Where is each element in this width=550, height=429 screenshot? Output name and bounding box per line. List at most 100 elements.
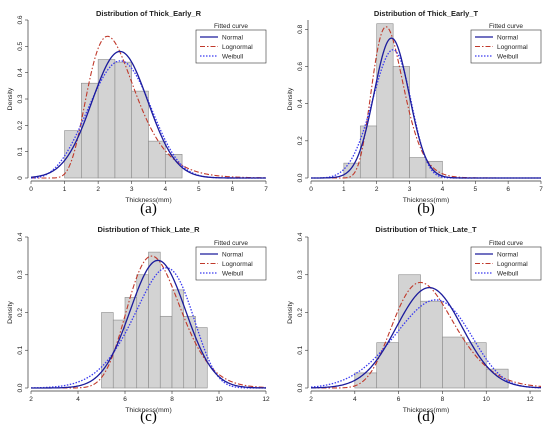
x-tick-label: 10 — [483, 396, 491, 403]
histogram-bar — [114, 61, 133, 179]
x-tick-label: 6 — [506, 186, 510, 193]
normal-curve — [30, 50, 266, 179]
x-tick-label: 6 — [397, 396, 401, 403]
histogram-bar — [183, 315, 196, 389]
legend-title: Fitted curve — [214, 23, 248, 30]
y-tick-label: 0.4 — [297, 99, 304, 108]
x-tick-label: 7 — [539, 186, 543, 193]
y-tick-label: 0.8 — [297, 24, 304, 33]
panel-label: (c) — [140, 409, 157, 425]
normal-curve — [310, 286, 542, 389]
histogram-bar — [131, 90, 149, 179]
x-axis-label: Thickness(mm) — [125, 407, 171, 414]
chart-title: Distribution of Thick_Early_T — [374, 9, 479, 18]
legend-entry: Weibull — [497, 270, 519, 277]
x-tick-label: 4 — [353, 396, 357, 403]
x-tick-label: 6 — [231, 186, 235, 193]
legend-entry: Lognormal — [222, 261, 253, 268]
normal-curve — [31, 259, 267, 389]
weibull-curve — [30, 267, 266, 389]
chart-title: Distribution of Thick_Late_T — [375, 225, 477, 234]
x-tick-label: 5 — [473, 186, 477, 193]
histogram-bar — [81, 82, 99, 179]
histogram-bar — [136, 274, 149, 389]
y-tick-label: 0.2 — [17, 308, 24, 317]
y-axis-label: Density — [7, 301, 14, 324]
x-axis-label: Thickness(mm) — [403, 407, 449, 414]
panel-label: (d) — [417, 409, 435, 425]
legend-entry: Lognormal — [497, 261, 528, 268]
x-tick-label: 6 — [123, 396, 127, 403]
lognormal-curve — [31, 35, 267, 179]
y-axis-label: Density — [287, 301, 294, 324]
chart-title: Distribution of Thick_Late_R — [97, 225, 200, 234]
y-tick-label: 0.4 — [17, 68, 24, 77]
x-tick-label: 10 — [215, 396, 223, 403]
legend-entry: Normal — [222, 251, 244, 258]
y-tick-label: 0.0 — [17, 383, 24, 392]
x-tick-label: 0 — [309, 186, 313, 193]
x-axis-label: Thickness(mm) — [403, 197, 449, 204]
y-tick-label: 0.6 — [297, 62, 304, 71]
histogram-bar — [420, 300, 443, 389]
panel-label: (a) — [140, 201, 157, 217]
x-tick-label: 1 — [342, 186, 346, 193]
histogram-bar — [171, 289, 185, 389]
legend-entry: Lognormal — [222, 44, 253, 51]
histogram-bar — [409, 157, 427, 179]
x-tick-label: 7 — [264, 186, 268, 193]
x-tick-label: 5 — [197, 186, 201, 193]
x-axis-label: Thickness(mm) — [125, 197, 171, 204]
chart-panel-b: Distribution of Thick_Early_T 0 1 2 3 4 5 6 7 0.0… — [287, 9, 543, 217]
panel-label: (b) — [417, 201, 435, 217]
legend-entry: Normal — [497, 34, 519, 41]
histogram-bar — [354, 372, 378, 389]
y-tick-label: 0.6 — [17, 15, 24, 24]
y-tick-label: 0.0 — [297, 383, 304, 392]
y-tick-label: 0.3 — [17, 270, 24, 279]
x-tick-label: 0 — [29, 186, 33, 193]
x-tick-label: 4 — [441, 186, 445, 193]
y-tick-label: 0.4 — [297, 232, 304, 241]
histogram-bar — [124, 297, 138, 389]
x-tick-label: 2 — [375, 186, 379, 193]
x-tick-label: 4 — [163, 186, 167, 193]
chart-panel-c: Distribution of Thick_Late_R 2 4 6 8 10 12 0.0 0… — [7, 225, 270, 425]
y-tick-label: 0.4 — [17, 232, 24, 241]
lognormal-curve — [31, 255, 267, 389]
chart-title: Distribution of Thick_Early_R — [96, 9, 202, 18]
x-tick-label: 12 — [262, 396, 270, 403]
y-tick-label: 0.1 — [17, 147, 24, 156]
y-tick-label: 0.5 — [17, 41, 24, 50]
histogram-bar — [101, 312, 114, 389]
legend-entry: Weibull — [222, 53, 244, 60]
histogram-bar — [398, 274, 421, 389]
weibull-curve — [310, 299, 542, 389]
x-tick-label: 3 — [130, 186, 134, 193]
normal-curve — [311, 37, 541, 179]
y-tick-label: 0.0 — [297, 173, 304, 182]
x-tick-label: 2 — [309, 396, 313, 403]
y-tick-label: 0.3 — [297, 270, 304, 279]
histogram-bar — [159, 315, 173, 389]
lognormal-curve — [311, 281, 542, 389]
y-tick-label: 0.2 — [17, 120, 24, 129]
x-tick-label: 2 — [29, 396, 33, 403]
x-tick-label: 8 — [170, 396, 174, 403]
x-tick-label: 8 — [441, 396, 445, 403]
legend-title: Fitted curve — [214, 240, 248, 247]
legend-title: Fitted curve — [489, 240, 523, 247]
histogram-bar — [376, 342, 399, 389]
x-tick-label: 3 — [408, 186, 412, 193]
y-tick-label: 0.1 — [297, 345, 304, 354]
y-tick-label: 0.2 — [297, 308, 304, 317]
histogram-bar — [485, 368, 509, 389]
legend-entry: Lognormal — [497, 44, 528, 51]
chart-panel-a: Distribution of Thick_Early_R 0 1 2 3 4 5 6 7 0 0.… — [7, 9, 268, 217]
chart-panel-d: Distribution of Thick_Late_T 2 4 6 8 10 12 0.0 0… — [287, 225, 542, 425]
histogram-bar — [442, 336, 465, 389]
x-tick-label: 2 — [96, 186, 100, 193]
y-tick-label: 0 — [17, 176, 24, 180]
legend-entry: Normal — [222, 34, 244, 41]
